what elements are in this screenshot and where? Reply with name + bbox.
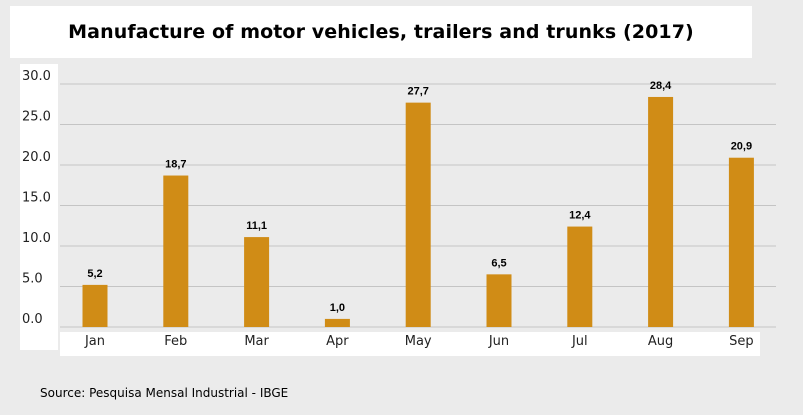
data-label: 20,9 (731, 141, 752, 153)
title-box: Manufacture of motor vehicles, trailers … (10, 6, 752, 58)
data-label: 5,2 (87, 268, 102, 280)
x-tick-label: Jan (84, 334, 105, 349)
bar (82, 284, 108, 327)
bar (244, 237, 270, 327)
y-axis-panel (20, 64, 58, 350)
y-tick-label: 5.0 (22, 272, 43, 287)
x-tick-label: May (405, 334, 432, 349)
bar (728, 157, 754, 327)
x-tick-label: Sep (729, 334, 754, 349)
x-tick-label: Mar (244, 334, 269, 349)
data-label: 1,0 (330, 302, 345, 314)
data-label: 27,7 (407, 86, 428, 98)
y-tick-label: 15.0 (22, 191, 51, 206)
bar (567, 226, 593, 327)
x-axis-panel (60, 332, 760, 356)
y-tick-label: 0.0 (22, 312, 43, 327)
y-tick-label: 20.0 (22, 150, 51, 165)
data-label: 28,4 (650, 80, 672, 92)
chart-title: Manufacture of motor vehicles, trailers … (68, 21, 694, 43)
data-label: 18,7 (165, 159, 186, 171)
x-tick-label: Apr (326, 334, 349, 349)
data-label: 6,5 (491, 257, 506, 269)
x-tick-label: Jul (571, 334, 588, 349)
x-tick-label: Aug (648, 334, 673, 349)
y-tick-label: 30.0 (22, 69, 51, 84)
bar (486, 274, 512, 327)
x-tick-label: Jun (488, 334, 509, 349)
bar (405, 102, 431, 327)
y-tick-label: 10.0 (22, 231, 51, 246)
data-label: 12,4 (569, 210, 591, 222)
y-tick-label: 25.0 (22, 110, 51, 125)
bar (163, 175, 189, 327)
x-tick-label: Feb (164, 334, 187, 349)
bar (324, 318, 350, 327)
bar (648, 96, 674, 328)
data-label: 11,1 (246, 220, 267, 232)
source-note: Source: Pesquisa Mensal Industrial - IBG… (40, 386, 289, 400)
